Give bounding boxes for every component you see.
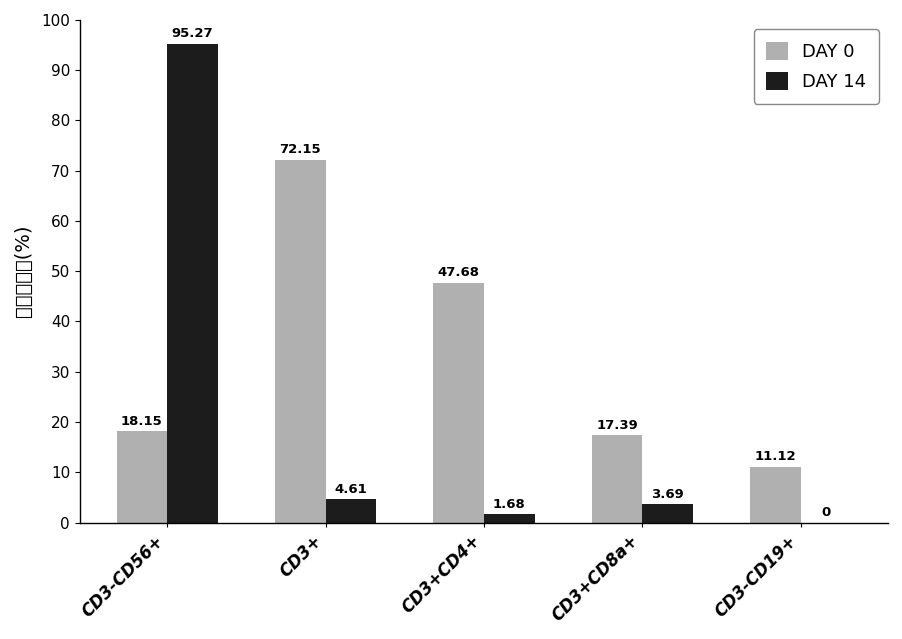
Bar <box>750 466 801 523</box>
Text: 4.61: 4.61 <box>335 483 367 496</box>
Text: 11.12: 11.12 <box>755 450 796 463</box>
Text: 95.27: 95.27 <box>171 27 214 40</box>
Y-axis label: 细胞百分比(%): 细胞百分比(%) <box>14 225 32 318</box>
Bar <box>275 160 326 523</box>
Text: 18.15: 18.15 <box>121 415 162 428</box>
Bar <box>592 435 642 523</box>
Bar <box>433 283 484 523</box>
Text: 47.68: 47.68 <box>437 266 480 279</box>
Text: 1.68: 1.68 <box>492 498 526 511</box>
Text: 0: 0 <box>822 506 831 519</box>
Bar <box>484 514 535 523</box>
Bar <box>642 504 693 523</box>
Text: 72.15: 72.15 <box>280 143 321 157</box>
Legend: DAY 0, DAY 14: DAY 0, DAY 14 <box>753 29 879 104</box>
Text: 17.39: 17.39 <box>596 419 638 431</box>
Bar <box>116 431 167 523</box>
Bar <box>167 43 218 523</box>
Bar <box>326 500 376 523</box>
Text: 3.69: 3.69 <box>651 488 684 500</box>
